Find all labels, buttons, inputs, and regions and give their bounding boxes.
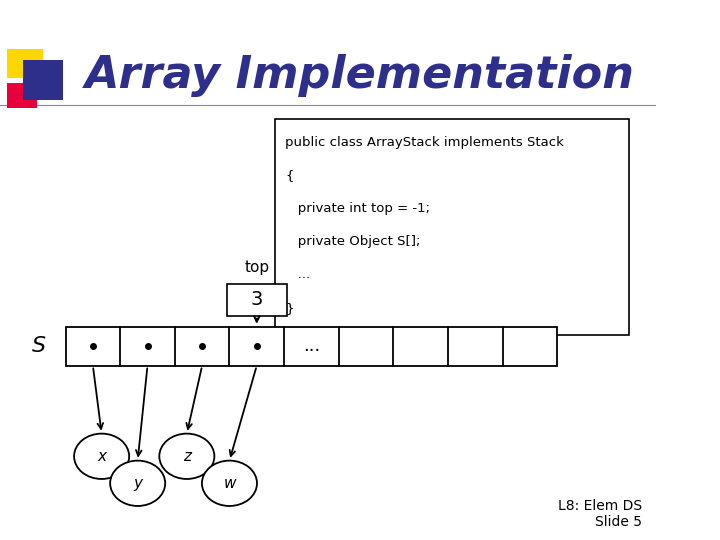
Text: }: } (285, 302, 294, 315)
Circle shape (202, 461, 257, 506)
Text: {: { (285, 169, 294, 182)
Text: w: w (223, 476, 235, 491)
Text: private int top = -1;: private int top = -1; (285, 202, 430, 215)
Bar (275, 119, 629, 335)
Bar (6, 49, 42, 78)
Text: ...: ... (303, 337, 320, 355)
Circle shape (74, 434, 129, 479)
Text: x: x (97, 449, 106, 464)
Circle shape (110, 461, 165, 506)
Text: private Object S[];: private Object S[]; (285, 235, 420, 248)
Text: ...: ... (285, 268, 310, 281)
Circle shape (159, 434, 215, 479)
Text: y: y (133, 476, 142, 491)
Text: S: S (32, 336, 46, 356)
Text: Array Implementation: Array Implementation (85, 54, 635, 97)
Bar (6, 83, 37, 108)
Text: public class ArrayStack implements Stack: public class ArrayStack implements Stack (285, 136, 564, 148)
Text: 3: 3 (251, 290, 263, 309)
Text: top: top (244, 260, 269, 275)
Text: L8: Elem DS
Slide 5: L8: Elem DS Slide 5 (558, 499, 642, 529)
Bar (66, 327, 557, 366)
Bar (23, 60, 63, 100)
Bar (227, 284, 287, 316)
Text: z: z (183, 449, 191, 464)
